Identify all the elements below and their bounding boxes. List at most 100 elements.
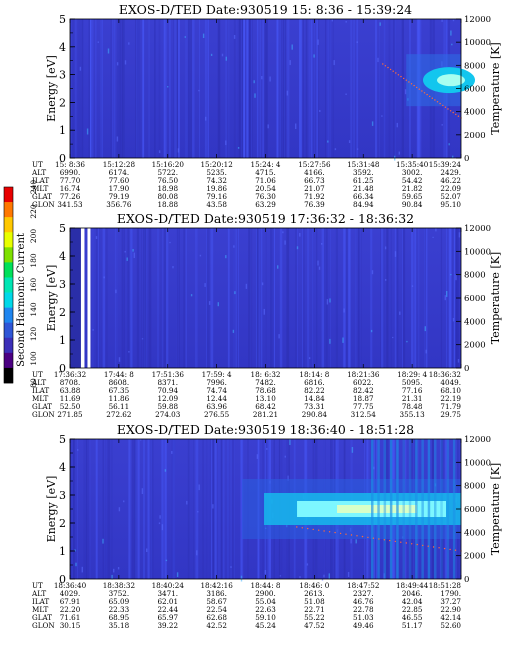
temperature-point (400, 75, 402, 78)
heatmap-speck (284, 240, 286, 245)
heatmap-speck (126, 257, 128, 261)
heatmap-streak (136, 228, 140, 368)
colorbar-tick-label: 200 (29, 229, 38, 244)
temperature-point (413, 84, 415, 87)
heatmap-streak (136, 19, 140, 158)
heatmap-speck (450, 30, 452, 36)
heatmap-speck (264, 570, 267, 574)
heatmap-streak (237, 19, 240, 158)
y-right-tick-label: 8000 (464, 482, 486, 492)
heatmap-streak (440, 228, 443, 368)
band-column (440, 439, 443, 579)
heatmap-streak (176, 228, 178, 368)
y-tick-label: 1 (59, 124, 66, 137)
heatmap-streak (299, 19, 301, 158)
orbit-value: 18:46: 0 (299, 581, 329, 590)
temperature-point (382, 63, 384, 65)
y-right-tick-label: 4000 (464, 528, 486, 538)
heatmap-streak (305, 19, 308, 158)
orbit-value: 77.75 (353, 402, 374, 411)
band-column (421, 439, 424, 579)
heatmap-streak (160, 228, 163, 368)
heatmap-streak (283, 19, 286, 158)
heatmap-streak (279, 19, 282, 158)
y-tick-label: 0 (59, 152, 66, 165)
orbit-value: 18.87 (353, 394, 374, 403)
orbit-value: 63.88 (60, 386, 81, 395)
orbit-value: 61.25 (353, 176, 374, 185)
temperature-point (383, 539, 386, 541)
heatmap-speck (356, 41, 358, 43)
temperature-point (400, 541, 402, 543)
heatmap-streak (345, 228, 349, 368)
heatmap-streak (102, 439, 104, 579)
heatmap-speck (198, 484, 200, 491)
temperature-point (389, 539, 391, 542)
heatmap-streak (256, 228, 259, 368)
heatmap-streak (416, 228, 418, 368)
heatmap-speck (452, 155, 454, 158)
heatmap-streak (414, 228, 417, 368)
band-column (452, 439, 456, 579)
heatmap-speck (329, 298, 331, 303)
orbit-value: 62.68 (206, 613, 227, 622)
heatmap-streak (230, 439, 232, 579)
heatmap-streak (302, 228, 303, 368)
heatmap-speck (116, 136, 119, 142)
heatmap-streak (287, 19, 290, 158)
orbit-value: 59.88 (157, 402, 178, 411)
heatmap-streak (166, 228, 169, 368)
orbit-info-table: UT 18:36:40 18:38:32 18:40:24 18:42:16 18:44:… (31, 581, 461, 630)
y-tick-label: 2 (59, 306, 66, 319)
heatmap-streak (261, 228, 263, 368)
y-tick-label: 1 (59, 334, 66, 347)
orbit-value: 2429. (440, 168, 461, 177)
heatmap-speck (371, 270, 374, 275)
heatmap-streak (133, 439, 136, 579)
heatmap-streak (330, 228, 331, 368)
orbit-value: 13.10 (255, 394, 276, 403)
heatmap-speck (128, 351, 130, 353)
orbit-value: 290.84 (302, 410, 328, 419)
orbit-value: 52.07 (440, 192, 461, 201)
heatmap-streak (232, 439, 235, 579)
heatmap-speck (75, 562, 77, 567)
heatmap-streak (246, 19, 249, 158)
heatmap-streak (225, 19, 227, 158)
heatmap-streak (174, 19, 177, 158)
heatmap-streak (312, 19, 314, 158)
orbit-value: 22.33 (109, 605, 130, 614)
heatmap-streak (235, 228, 237, 368)
temperature-point (312, 528, 314, 531)
temperature-point (429, 95, 431, 98)
heatmap-speck (282, 231, 284, 234)
heatmap-streak (92, 228, 94, 368)
heatmap-speck (141, 338, 144, 340)
heatmap-speck (146, 548, 148, 552)
temperature-point (405, 79, 407, 81)
heatmap-streak (381, 228, 384, 368)
orbit-value: 19.86 (206, 184, 227, 193)
heatmap-streak (214, 439, 217, 579)
heatmap-speck (455, 274, 457, 281)
colorbar-swatch (4, 307, 13, 323)
heatmap-speck (202, 33, 205, 38)
orbit-value: 71.06 (255, 176, 276, 185)
temperature-point (323, 530, 325, 532)
heatmap-speck (208, 301, 211, 305)
orbit-value: 67.91 (60, 597, 81, 606)
heatmap-speck (159, 515, 161, 519)
colorbar: Second Harmonic Current 80 100 120 140 160 18… (3, 180, 38, 388)
heatmap-streak (425, 228, 428, 368)
orbit-value: 46.76 (353, 597, 374, 606)
orbit-value: 8608. (109, 378, 130, 387)
orbit-value: 17:36:32 (54, 370, 86, 379)
heatmap-speck (197, 511, 199, 513)
temperature-point (387, 66, 389, 69)
heatmap-streak (258, 228, 260, 368)
heatmap-speck (198, 89, 200, 92)
temperature-point (301, 527, 303, 529)
heatmap-speck (117, 567, 120, 570)
orbit-value: 74.74 (206, 386, 227, 395)
orbit-value: 70.94 (157, 386, 178, 395)
